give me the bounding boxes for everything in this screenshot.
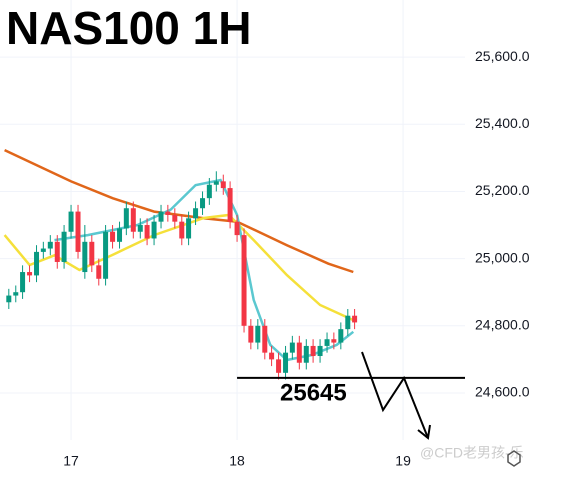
candle-body xyxy=(186,218,192,239)
candle-body xyxy=(227,188,233,222)
candle-body xyxy=(61,231,67,262)
candle-body xyxy=(103,231,109,279)
grid xyxy=(0,0,465,440)
candle-body xyxy=(68,211,74,232)
candle-body xyxy=(54,241,60,262)
candle-body xyxy=(117,228,123,242)
candle-body xyxy=(123,208,129,229)
candle-body xyxy=(75,211,81,252)
ma-line xyxy=(3,213,354,322)
candle-body xyxy=(13,292,19,296)
candle-body xyxy=(331,339,337,343)
candle-body xyxy=(89,241,95,266)
candle-body xyxy=(34,251,40,276)
candle-body xyxy=(179,221,185,239)
y-tick-label: 24,800.0 xyxy=(475,316,530,332)
y-tick-label: 25,200.0 xyxy=(475,182,530,198)
candle-body xyxy=(289,342,295,353)
candle-body xyxy=(317,345,323,357)
candles xyxy=(6,171,358,380)
candle-body xyxy=(296,342,302,363)
candle-body xyxy=(200,198,206,209)
x-tick-label: 19 xyxy=(395,453,411,469)
candle-body xyxy=(96,265,102,279)
y-tick-label: 25,400.0 xyxy=(475,115,530,131)
candle-body xyxy=(144,225,150,239)
arrow-head xyxy=(417,424,431,440)
candle-body xyxy=(269,352,275,360)
y-tick-label: 24,600.0 xyxy=(475,384,530,400)
candle-body xyxy=(324,339,330,346)
settings-icon[interactable] xyxy=(507,450,521,467)
candle-body xyxy=(165,211,171,215)
y-tick-label: 25,000.0 xyxy=(475,249,530,265)
candle-body xyxy=(283,352,289,373)
candle-body xyxy=(27,272,33,276)
level-label: 25645 xyxy=(280,379,347,406)
candle-body xyxy=(345,315,351,330)
candle-body xyxy=(248,325,254,343)
candle-body xyxy=(20,272,26,293)
candle-body xyxy=(310,345,316,357)
candle-body xyxy=(276,359,282,373)
candle-body xyxy=(303,345,309,363)
candle-body xyxy=(352,315,358,323)
candle-body xyxy=(47,241,53,249)
candle-body xyxy=(82,241,88,273)
watermark: @CFD老男孩-乐 xyxy=(420,445,524,461)
candle-body xyxy=(220,181,226,189)
candle-body xyxy=(213,181,219,185)
candle-body xyxy=(193,208,199,219)
candle-body xyxy=(338,329,344,343)
candle-body xyxy=(130,208,136,232)
candle-body xyxy=(241,235,247,326)
candle-body xyxy=(137,225,143,232)
y-tick-label: 25,600.0 xyxy=(475,48,530,64)
candle-body xyxy=(262,325,268,353)
axes: 24,600.0 24,800.0 25,000.0 25,200.0 25,400.0… xyxy=(63,48,529,469)
x-tick-label: 17 xyxy=(63,453,79,469)
candle-body xyxy=(158,211,164,222)
candle-body xyxy=(151,221,157,239)
candle-body xyxy=(206,184,212,199)
x-tick-label: 18 xyxy=(229,453,245,469)
candle-body xyxy=(110,231,116,242)
candle-body xyxy=(234,221,240,236)
candle-body xyxy=(255,325,261,343)
candle-body xyxy=(172,214,178,222)
candle-body xyxy=(40,248,46,252)
chart-title: NAS100 1H xyxy=(6,2,251,54)
candle-body xyxy=(6,295,12,303)
zigzag-arrow xyxy=(361,351,429,439)
